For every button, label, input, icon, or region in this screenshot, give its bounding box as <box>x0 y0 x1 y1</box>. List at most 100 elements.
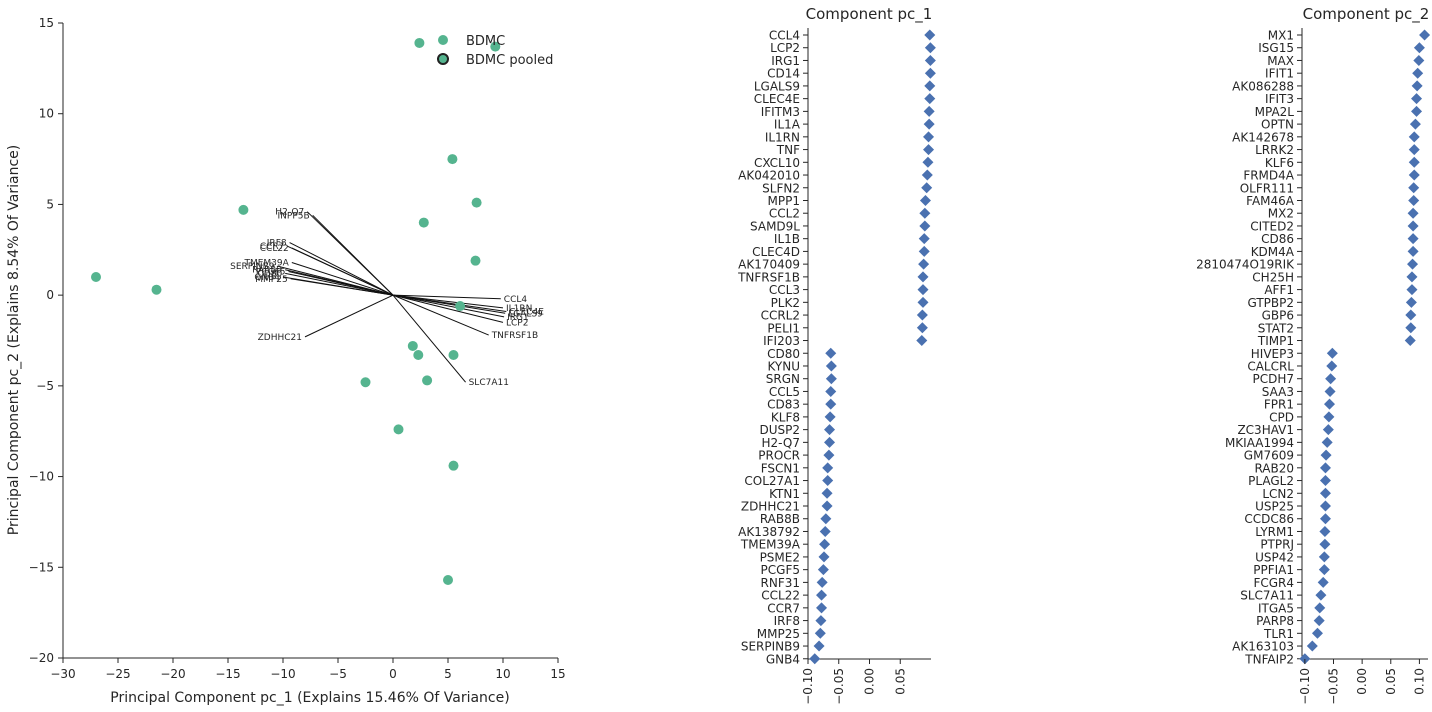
gene-label: CD83 <box>767 398 800 412</box>
gene-label: CCR7 <box>767 601 800 615</box>
loading-point <box>1323 411 1335 423</box>
loading-label: TNFRSF1B <box>491 331 538 341</box>
loading-point <box>923 105 935 117</box>
gene-label: KTN1 <box>769 487 800 501</box>
gene-label: AFF1 <box>1264 283 1294 297</box>
gene-label: COL27A1 <box>744 474 800 488</box>
gene-label: ISG15 <box>1258 41 1294 55</box>
loading-label: IRF8 <box>267 239 287 249</box>
gene-label: CCRL2 <box>761 309 800 323</box>
x-tick-label: 0.00 <box>1355 668 1369 695</box>
biplot-x-label: Principal Component pc_1 (Explains 15.46… <box>110 690 509 706</box>
biplot-point <box>393 424 404 435</box>
gene-label: PLAGL2 <box>1248 474 1294 488</box>
loading-point <box>924 54 936 66</box>
loading-point <box>1318 551 1330 563</box>
loading-label: IL1RN <box>506 304 532 314</box>
biplot-x-tick-label: 10 <box>495 667 510 681</box>
legend-label-bdmc: BDMC <box>466 34 505 49</box>
loading-point <box>820 513 832 525</box>
biplot-y-tick-label: 10 <box>39 107 54 121</box>
biplot-x-tick-label: −15 <box>215 667 240 681</box>
gene-label: SLFN2 <box>762 181 800 195</box>
gene-label: LCN2 <box>1262 487 1294 501</box>
gene-label: TIMP1 <box>1257 334 1294 348</box>
loading-point <box>917 296 929 308</box>
gene-label: FAM46A <box>1246 194 1295 208</box>
loading-vector <box>392 294 489 336</box>
loading-point <box>1323 398 1335 410</box>
pc1-gene-labels: CCL4LCP2IRG1CD14LGALS9CLEC4EIFITM3IL1AIL… <box>737 29 808 666</box>
loading-point <box>1317 576 1329 588</box>
loading-point <box>917 284 929 296</box>
loading-vector <box>291 247 394 296</box>
gene-label: PPFIA1 <box>1253 563 1294 577</box>
biplot-y-label: Principal Component pc_2 (Explains 8.54%… <box>6 145 22 536</box>
gene-label: FSCN1 <box>761 461 800 475</box>
legend-marker-bdmc-pooled <box>437 53 449 65</box>
gene-label: AK086288 <box>1232 79 1294 93</box>
loading-point <box>924 29 936 41</box>
biplot-y-tick-label: 0 <box>46 288 54 302</box>
gene-label: H2-Q7 <box>761 436 800 450</box>
loading-point <box>819 538 831 550</box>
loading-label: CCL22 <box>260 244 289 254</box>
loading-point <box>1319 462 1331 474</box>
loading-point <box>1319 538 1331 550</box>
loading-point <box>822 462 834 474</box>
gene-label: FRMD4A <box>1243 169 1294 183</box>
loading-label: H2-Q7 <box>275 208 304 218</box>
gene-label: LRRK2 <box>1255 143 1294 157</box>
pc2-title: Component pc_2 <box>1303 5 1430 24</box>
gene-label: SAMD9L <box>750 219 800 233</box>
gene-label: LGALS9 <box>754 79 800 93</box>
pc1-panel: Component pc_1 CCL4LCP2IRG1CD14LGALS9CLE… <box>737 5 936 705</box>
loading-point <box>1406 284 1418 296</box>
loading-point <box>1405 309 1417 321</box>
gene-label: IL1A <box>774 118 801 132</box>
loading-point <box>809 653 821 665</box>
loading-point <box>917 271 929 283</box>
gene-label: FPR1 <box>1264 398 1294 412</box>
gene-label: TNF <box>776 143 800 157</box>
gene-label: KLF8 <box>771 410 800 424</box>
biplot-point <box>418 217 429 228</box>
biplot-point <box>360 377 371 388</box>
loading-label: ZDHHC21 <box>258 333 302 343</box>
biplot-x-tick-label: −20 <box>160 667 185 681</box>
biplot-points <box>91 37 501 585</box>
gene-label: CCL3 <box>769 283 800 297</box>
loading-point <box>825 385 837 397</box>
loading-point <box>922 156 934 168</box>
gene-label: OPTN <box>1261 118 1294 132</box>
loading-point <box>823 449 835 461</box>
loading-point <box>918 233 930 245</box>
loading-point <box>1408 169 1420 181</box>
loading-point <box>1411 105 1423 117</box>
gene-label: AK142678 <box>1232 130 1294 144</box>
x-tick-label: 0.10 <box>1412 668 1426 695</box>
gene-label: LCP2 <box>770 41 800 55</box>
loading-point <box>815 615 827 627</box>
gene-label: MMP25 <box>757 627 800 641</box>
loading-point <box>821 487 833 499</box>
loading-point <box>825 398 837 410</box>
gene-label: CLEC4D <box>752 245 800 259</box>
x-tick-label: 0.00 <box>863 668 877 695</box>
loading-label: LCP2 <box>506 318 528 328</box>
biplot-x-tick-label: 15 <box>550 667 565 681</box>
gene-label: PCDH7 <box>1252 372 1294 386</box>
gene-label: LYRM1 <box>1255 525 1294 539</box>
biplot-point <box>238 204 249 215</box>
gene-label: MX2 <box>1268 207 1294 221</box>
pc2-panel: Component pc_2 MX1ISG15MAXIFIT1AK086288I… <box>1196 5 1431 705</box>
gene-label: ZC3HAV1 <box>1237 423 1294 437</box>
loading-point <box>1404 335 1416 347</box>
loading-point <box>1311 627 1323 639</box>
loading-label: GNB4 <box>254 273 280 283</box>
legend-marker-bdmc <box>438 35 448 45</box>
gene-label: CCL22 <box>761 589 800 603</box>
gene-label: PCGF5 <box>761 563 800 577</box>
loading-point <box>825 373 837 385</box>
